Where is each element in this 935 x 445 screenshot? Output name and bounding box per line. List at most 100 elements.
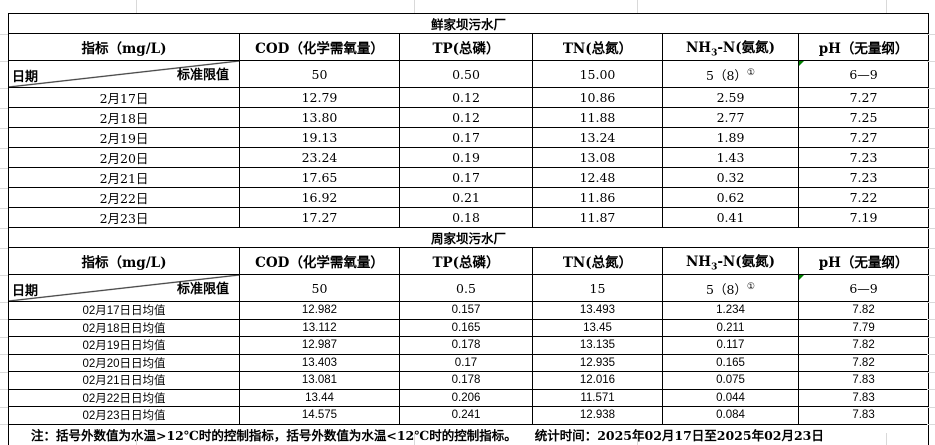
limit-tp-cell[interactable]: 0.50: [399, 60, 533, 88]
value-cell[interactable]: 12.935: [532, 353, 663, 372]
value-cell[interactable]: 13.135: [532, 336, 663, 355]
value-cell[interactable]: 0.241: [399, 406, 533, 425]
header-cod-cell[interactable]: COD（化学需氧量）: [239, 33, 400, 61]
value-cell[interactable]: 0.19: [399, 147, 533, 168]
value-cell[interactable]: 7.23: [797, 167, 930, 188]
header-tp-cell[interactable]: TP(总磷）: [399, 33, 533, 61]
value-cell[interactable]: 0.32: [662, 167, 799, 188]
header-tn-cell[interactable]: TN(总氮）: [532, 247, 663, 275]
value-cell[interactable]: 13.80: [239, 107, 400, 128]
value-cell[interactable]: 10.86: [532, 87, 663, 108]
header-nh3n-cell[interactable]: NH3-N(氨氮): [662, 247, 799, 275]
date-limit-corner-cell[interactable]: 日期 标准限值: [8, 60, 240, 88]
value-cell[interactable]: 7.27: [797, 127, 930, 148]
plant1-title-cell[interactable]: 鲜家坝污水厂: [7, 13, 930, 34]
value-cell[interactable]: 0.62: [662, 187, 799, 208]
value-cell[interactable]: 7.83: [797, 371, 930, 390]
value-cell[interactable]: 0.178: [399, 336, 533, 355]
value-cell[interactable]: 0.165: [399, 318, 533, 337]
date-cell[interactable]: 2月22日: [8, 187, 240, 208]
value-cell[interactable]: 13.403: [239, 353, 400, 372]
date-cell[interactable]: 2月21日: [8, 167, 240, 188]
date-cell[interactable]: 02月21日日均值: [8, 371, 240, 390]
limit-tp-cell[interactable]: 0.5: [399, 274, 533, 302]
value-cell[interactable]: 0.17: [399, 353, 533, 372]
value-cell[interactable]: 13.08: [532, 147, 663, 168]
value-cell[interactable]: 0.17: [399, 167, 533, 188]
limit-nh3n-cell[interactable]: 5（8）①: [662, 274, 799, 302]
value-cell[interactable]: 12.016: [532, 371, 663, 390]
limit-cod-cell[interactable]: 50: [239, 274, 400, 302]
date-cell[interactable]: 02月19日日均值: [8, 336, 240, 355]
value-cell[interactable]: 0.41: [662, 207, 799, 228]
header-tn-cell[interactable]: TN(总氮）: [532, 33, 663, 61]
value-cell[interactable]: 0.117: [662, 336, 799, 355]
date-cell[interactable]: 02月23日日均值: [8, 406, 240, 425]
value-cell[interactable]: 0.17: [399, 127, 533, 148]
value-cell[interactable]: 2.77: [662, 107, 799, 128]
value-cell[interactable]: 14.575: [239, 406, 400, 425]
value-cell[interactable]: 7.82: [797, 336, 930, 355]
value-cell[interactable]: 12.938: [532, 406, 663, 425]
header-ph-cell[interactable]: pH（无量纲）: [797, 247, 930, 275]
value-cell[interactable]: 0.206: [399, 388, 533, 407]
header-metric-cell[interactable]: 指标（mg/L): [8, 33, 240, 61]
value-cell[interactable]: 0.12: [399, 107, 533, 128]
value-cell[interactable]: 13.112: [239, 318, 400, 337]
value-cell[interactable]: 0.211: [662, 318, 799, 337]
header-ph-cell[interactable]: pH（无量纲）: [797, 33, 930, 61]
value-cell[interactable]: 7.79: [797, 318, 930, 337]
date-cell[interactable]: 2月17日: [8, 87, 240, 108]
value-cell[interactable]: 1.89: [662, 127, 799, 148]
value-cell[interactable]: 2.59: [662, 87, 799, 108]
date-cell[interactable]: 02月20日日均值: [8, 353, 240, 372]
value-cell[interactable]: 11.87: [532, 207, 663, 228]
date-cell[interactable]: 02月22日日均值: [8, 388, 240, 407]
value-cell[interactable]: 0.044: [662, 388, 799, 407]
plant2-title-cell[interactable]: 周家坝污水厂: [7, 227, 930, 248]
value-cell[interactable]: 0.12: [399, 87, 533, 108]
limit-tn-cell[interactable]: 15: [532, 274, 663, 302]
value-cell[interactable]: 7.22: [797, 187, 930, 208]
value-cell[interactable]: 13.081: [239, 371, 400, 390]
value-cell[interactable]: 13.24: [532, 127, 663, 148]
value-cell[interactable]: 0.165: [662, 353, 799, 372]
value-cell[interactable]: 12.48: [532, 167, 663, 188]
value-cell[interactable]: 1.43: [662, 147, 799, 168]
limit-nh3n-cell[interactable]: 5（8）①: [662, 60, 799, 88]
value-cell[interactable]: 17.65: [239, 167, 400, 188]
value-cell[interactable]: 16.92: [239, 187, 400, 208]
date-cell[interactable]: 2月19日: [8, 127, 240, 148]
limit-ph-cell[interactable]: 6—9: [797, 274, 930, 302]
value-cell[interactable]: 13.44: [239, 388, 400, 407]
value-cell[interactable]: 0.21: [399, 187, 533, 208]
value-cell[interactable]: 17.27: [239, 207, 400, 228]
value-cell[interactable]: 12.982: [239, 301, 400, 320]
value-cell[interactable]: 19.13: [239, 127, 400, 148]
limit-ph-cell[interactable]: 6—9: [797, 60, 930, 88]
value-cell[interactable]: 7.19: [797, 207, 930, 228]
value-cell[interactable]: 0.084: [662, 406, 799, 425]
value-cell[interactable]: 1.234: [662, 301, 799, 320]
date-cell[interactable]: 02月18日日均值: [8, 318, 240, 337]
value-cell[interactable]: 7.23: [797, 147, 930, 168]
value-cell[interactable]: 0.18: [399, 207, 533, 228]
value-cell[interactable]: 12.987: [239, 336, 400, 355]
value-cell[interactable]: 7.83: [797, 406, 930, 425]
value-cell[interactable]: 0.178: [399, 371, 533, 390]
value-cell[interactable]: 7.27: [797, 87, 930, 108]
date-limit-corner-cell[interactable]: 日期 标准限值: [8, 274, 240, 302]
value-cell[interactable]: 13.45: [532, 318, 663, 337]
value-cell[interactable]: 23.24: [239, 147, 400, 168]
limit-tn-cell[interactable]: 15.00: [532, 60, 663, 88]
value-cell[interactable]: 0.075: [662, 371, 799, 390]
value-cell[interactable]: 13.493: [532, 301, 663, 320]
header-metric-cell[interactable]: 指标（mg/L): [8, 247, 240, 275]
value-cell[interactable]: 11.88: [532, 107, 663, 128]
header-tp-cell[interactable]: TP(总磷）: [399, 247, 533, 275]
value-cell[interactable]: 7.82: [797, 301, 930, 320]
header-cod-cell[interactable]: COD（化学需氧量）: [239, 247, 400, 275]
value-cell[interactable]: 7.83: [797, 388, 930, 407]
value-cell[interactable]: 12.79: [239, 87, 400, 108]
footnote-cell[interactable]: 注：括号外数值为水温>12℃时的控制指标，括号外数值为水温<12℃时的控制指标。…: [7, 423, 930, 445]
